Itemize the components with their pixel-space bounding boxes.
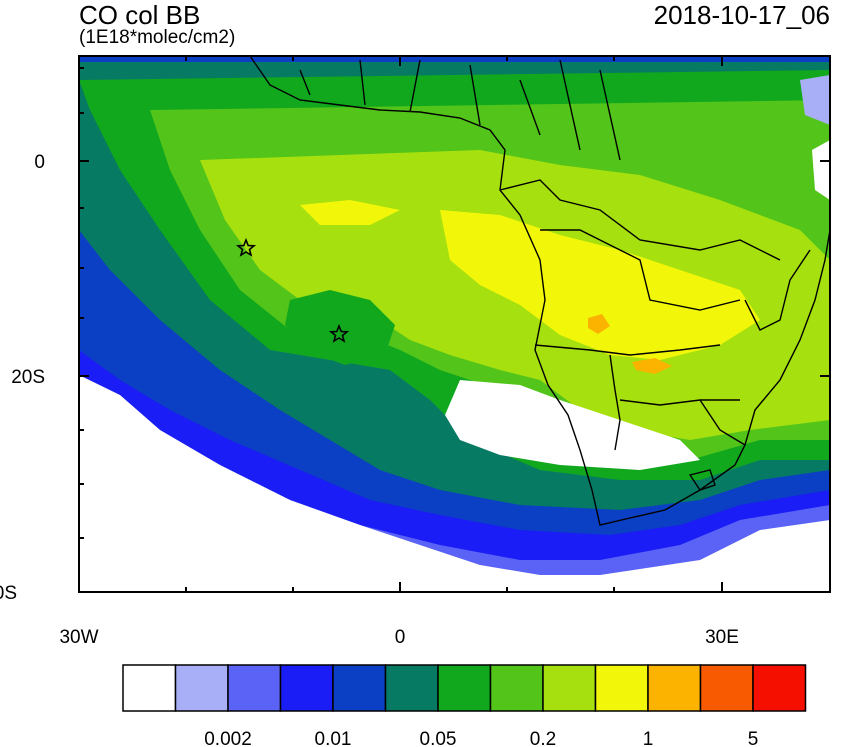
timestamp: 2018-10-17_06 — [653, 0, 830, 30]
colorbar-label: 0.002 — [204, 729, 252, 747]
colorbar-swatch — [332, 664, 387, 712]
lon-tick-label: 30W — [59, 627, 98, 648]
lat-tick-label: 40S — [0, 583, 17, 604]
colorbar-swatch — [752, 664, 807, 712]
colorbar-swatch — [594, 664, 649, 712]
lat-tick-label: 0 — [34, 152, 45, 173]
map-title: CO col BB — [79, 0, 201, 30]
colorbar: 0.002 0.01 0.05 0.2 1 5 — [122, 664, 807, 747]
colorbar-swatch — [384, 664, 439, 712]
colorbar-label: 5 — [748, 729, 759, 747]
lon-tick-label: 30E — [705, 627, 739, 648]
colorbar-swatch — [647, 664, 702, 712]
colorbar-swatch — [437, 664, 492, 712]
colorbar-label: 1 — [643, 729, 654, 747]
colorbar-swatch — [542, 664, 597, 712]
colorbar-label: 0.01 — [315, 729, 352, 747]
colorbar-swatch — [279, 664, 334, 712]
colorbar-swatch — [227, 664, 282, 712]
star-marker — [328, 323, 350, 343]
station-markers — [235, 237, 350, 343]
colorbar-swatch — [489, 664, 544, 712]
plot-frame — [78, 55, 831, 593]
colorbar-label: 0.2 — [530, 729, 556, 747]
axis-ticks — [79, 56, 830, 593]
colorbar-swatch — [174, 664, 229, 712]
co-field — [79, 56, 830, 592]
lon-tick-label: 0 — [395, 627, 406, 648]
colorbar-swatch — [122, 664, 177, 712]
star-marker — [235, 237, 257, 257]
colorbar-swatch — [699, 664, 754, 712]
colorbar-label: 0.05 — [420, 729, 457, 747]
africa-coastline — [249, 56, 830, 526]
lat-tick-label: 20S — [11, 367, 45, 388]
units-label: (1E18*molec/cm2) — [79, 27, 236, 48]
